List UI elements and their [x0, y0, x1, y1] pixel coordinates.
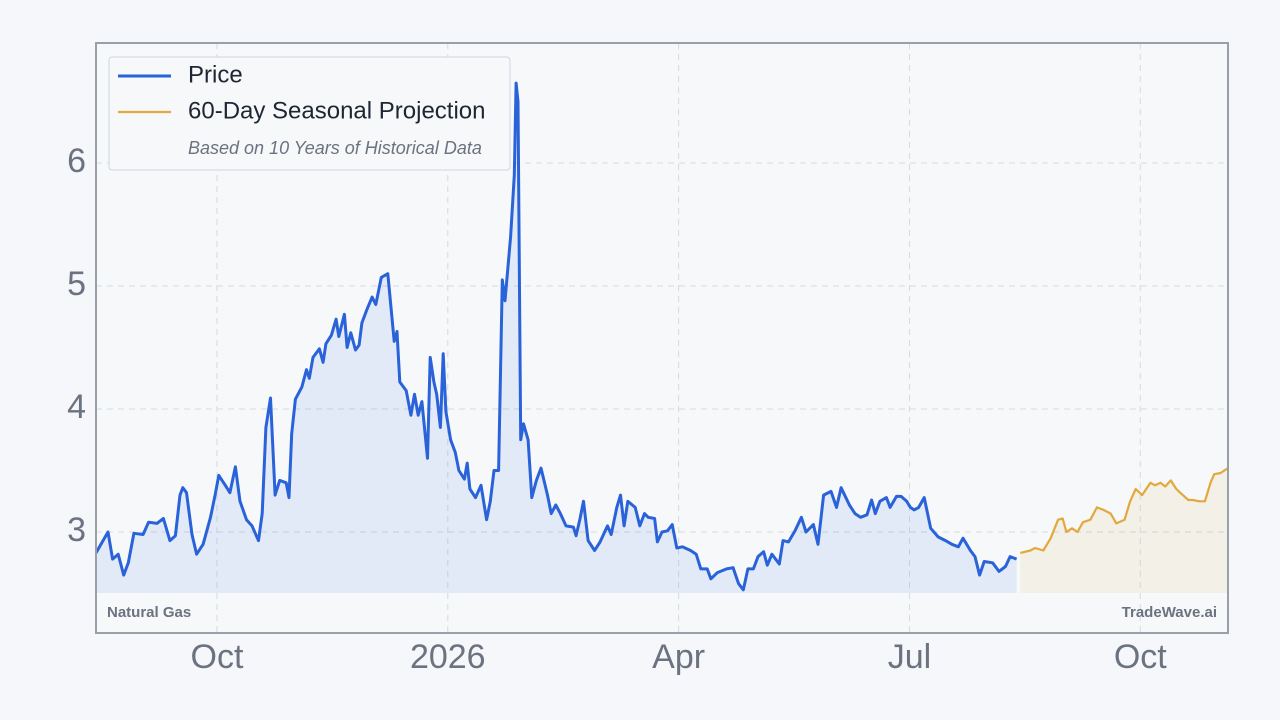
x-tick-label: 2026: [410, 638, 486, 676]
legend: Based on 10 Years of Historical Data Pri…: [108, 56, 511, 171]
x-tick-label: Jul: [888, 638, 931, 676]
legend-label: Price: [188, 61, 243, 88]
legend-box: [108, 56, 511, 171]
marks: [94, 81, 1229, 593]
legend-label: 60-Day Seasonal Projection: [188, 97, 486, 124]
y-tick-label: 6: [67, 142, 86, 180]
series-line: [94, 81, 1018, 592]
x-tick-label: Apr: [652, 638, 705, 676]
y-tick-label: 3: [67, 511, 86, 549]
chart-annotation: TradeWave.ai: [1122, 604, 1217, 621]
series-line: [1020, 467, 1229, 554]
plot-border: [95, 42, 1229, 634]
x-tick-label: Oct: [191, 638, 244, 676]
x-tick-label: Oct: [1114, 638, 1167, 676]
chart-annotation: Natural Gas: [107, 604, 191, 621]
y-tick-label: 4: [67, 388, 86, 426]
area-fill: [1020, 468, 1228, 593]
y-tick-label: 5: [67, 265, 86, 303]
legend-note: Based on 10 Years of Historical Data: [188, 138, 482, 158]
area-fill: [96, 83, 1017, 593]
